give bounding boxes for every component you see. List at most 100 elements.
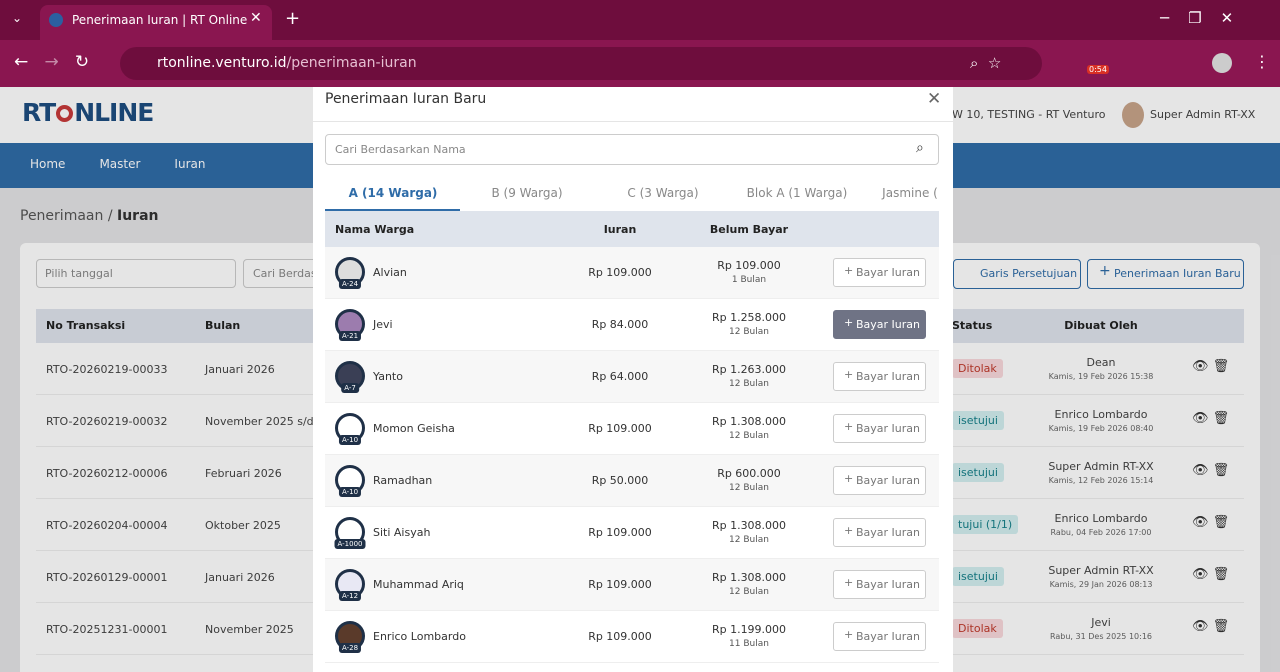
transaction-id: RTO-20260204-00004 xyxy=(46,519,168,532)
unpaid-amount: Rp 1.258.000 xyxy=(711,311,787,324)
tab[interactable]: Blok A (1 Warga) xyxy=(746,186,848,200)
new-receipt-button[interactable]: Penerimaan Iuran Baru xyxy=(1087,259,1244,289)
plus-icon: + xyxy=(844,524,854,537)
fee: Rp 109.000 xyxy=(588,266,652,279)
unpaid-months: 12 Bulan xyxy=(729,587,769,597)
row-actions[interactable]: 👁 🗑 xyxy=(1192,411,1230,426)
tab[interactable] xyxy=(40,5,272,40)
status-badge: Ditolak xyxy=(952,359,1003,378)
pay-button[interactable]: Bayar Iuran xyxy=(833,310,926,339)
unpaid-amount: Rp 109.000 xyxy=(717,259,781,272)
modal-title: Penerimaan Iuran Baru xyxy=(325,91,487,107)
created-at: Kamis, 19 Feb 2026 08:40 xyxy=(1048,424,1154,433)
fee: Rp 64.000 xyxy=(591,370,649,383)
tab[interactable]: A (14 Warga) xyxy=(348,186,438,200)
name-search[interactable]: Cari Berdasarkan Nama xyxy=(325,134,939,165)
crumb-parent: Penerimaan xyxy=(20,208,104,224)
modal-table-header xyxy=(325,211,939,247)
unit-badge: A-1000 xyxy=(334,539,366,549)
plus-icon: + xyxy=(844,472,854,485)
nav-buttons[interactable]: ← → ↻ xyxy=(14,52,90,72)
period: Februari 2026 xyxy=(205,467,282,480)
resident-name: Alvian xyxy=(373,266,407,279)
resident-name: Siti Aisyah xyxy=(373,526,431,539)
pay-button[interactable]: Bayar Iuran xyxy=(833,518,926,547)
row-actions[interactable]: 👁 🗑 xyxy=(1192,463,1230,478)
created-by: Super Admin RT-XX xyxy=(1048,460,1154,473)
unpaid-months: 12 Bulan xyxy=(729,431,769,441)
modal: Penerimaan Iuran Baru ✕ Cari Berdasarkan… xyxy=(313,87,953,672)
status-badge: isetujui xyxy=(952,463,1004,482)
unpaid-amount: Rp 1.263.000 xyxy=(711,363,787,376)
pay-button[interactable]: Bayar Iuran xyxy=(833,258,926,287)
created-at: Kamis, 29 Jan 2026 08:13 xyxy=(1049,580,1153,589)
tab[interactable]: B (9 Warga) xyxy=(491,186,563,200)
column-header: No Transaksi xyxy=(46,319,126,332)
logo-rt: RT xyxy=(22,98,56,127)
pay-button[interactable]: Bayar Iuran xyxy=(833,622,926,651)
created-at: Kamis, 12 Feb 2026 15:14 xyxy=(1048,476,1154,485)
row-actions[interactable]: 👁 🗑 xyxy=(1192,567,1230,582)
status-badge: isetujui xyxy=(952,567,1004,586)
resident-name: Enrico Lombardo xyxy=(373,630,466,643)
tab[interactable]: Jasmine ( xyxy=(882,186,938,200)
created-at: Rabu, 04 Feb 2026 17:00 xyxy=(1050,528,1152,537)
modal-close[interactable]: ✕ xyxy=(927,89,942,109)
window-controls[interactable]: ─ ❐ ✕ xyxy=(1160,9,1234,27)
row-actions[interactable]: 👁 🗑 xyxy=(1192,619,1230,634)
row-actions[interactable]: 👁 🗑 xyxy=(1192,515,1230,530)
created-by: Dean xyxy=(1086,356,1116,369)
transaction-id: RTO-20260219-00032 xyxy=(46,415,168,428)
active-tab-indicator xyxy=(325,209,460,211)
pay-button[interactable]: Bayar Iuran xyxy=(833,414,926,443)
url: rtonline.venturo.id/penerimaan-iuran xyxy=(157,55,417,71)
period: November 2025 s/d F xyxy=(205,415,324,428)
unit-badge: A-10 xyxy=(338,435,362,445)
resident-name: Ramadhan xyxy=(373,474,433,487)
fee: Rp 109.000 xyxy=(588,578,652,591)
location-select[interactable]: W 10, TESTING - RT Venturo xyxy=(952,108,1106,121)
url-path: /penerimaan-iuran xyxy=(286,55,417,71)
profile-avatar[interactable] xyxy=(1212,53,1232,73)
search-icon: ⌕ xyxy=(916,140,924,156)
browser-menu[interactable]: ⋮ xyxy=(1254,52,1270,71)
nav-item[interactable]: Home xyxy=(30,157,66,171)
unpaid-amount: Rp 1.308.000 xyxy=(711,571,787,584)
approval-button[interactable]: Garis Persetujuan xyxy=(953,259,1081,289)
address-bar[interactable] xyxy=(120,47,1042,80)
resident-name: Muhammad Ariq xyxy=(373,578,464,591)
pay-button[interactable]: Bayar Iuran xyxy=(833,570,926,599)
unit-badge: A-24 xyxy=(338,279,362,289)
pay-button[interactable]: Bayar Iuran xyxy=(833,362,926,391)
date-filter[interactable]: Pilih tanggal xyxy=(36,259,236,288)
timer-badge: 0:54 xyxy=(1087,65,1109,74)
tab[interactable]: C (3 Warga) xyxy=(627,186,699,200)
plus-icon: + xyxy=(844,576,854,589)
unit-badge: A-10 xyxy=(338,487,362,497)
unit-badge: A-7 xyxy=(341,383,359,393)
address-icons: ⌕ ☆ xyxy=(970,54,1002,72)
created-at: Rabu, 31 Des 2025 10:16 xyxy=(1050,632,1152,641)
new-tab[interactable]: + xyxy=(285,8,301,29)
period: Januari 2026 xyxy=(205,363,275,376)
tab-menu[interactable]: ⌄ xyxy=(12,11,23,25)
tab-title: Penerimaan Iuran | RT Online xyxy=(72,13,248,27)
unit-badge: A-12 xyxy=(338,591,362,601)
row-actions[interactable]: 👁 🗑 xyxy=(1192,359,1230,374)
created-at: Kamis, 19 Feb 2026 15:38 xyxy=(1048,372,1154,381)
plus-icon: + xyxy=(844,420,854,433)
column-header: Iuran xyxy=(603,223,637,236)
created-by: Enrico Lombardo xyxy=(1054,408,1148,421)
nav-item[interactable]: Master xyxy=(99,157,141,171)
logo-o xyxy=(56,105,74,122)
pay-button[interactable]: Bayar Iuran xyxy=(833,466,926,495)
nav-item[interactable]: Iuran xyxy=(174,157,206,171)
breadcrumb: Penerimaan / Iuran xyxy=(20,208,158,224)
resident-name: Yanto xyxy=(373,370,403,383)
user-name[interactable]: Super Admin RT-XX xyxy=(1150,108,1256,121)
fee: Rp 109.000 xyxy=(588,526,652,539)
tab-close[interactable]: ✕ xyxy=(250,10,262,26)
created-by: Jevi xyxy=(1091,616,1111,629)
nav-menu: Home Master Iuran xyxy=(30,157,205,171)
